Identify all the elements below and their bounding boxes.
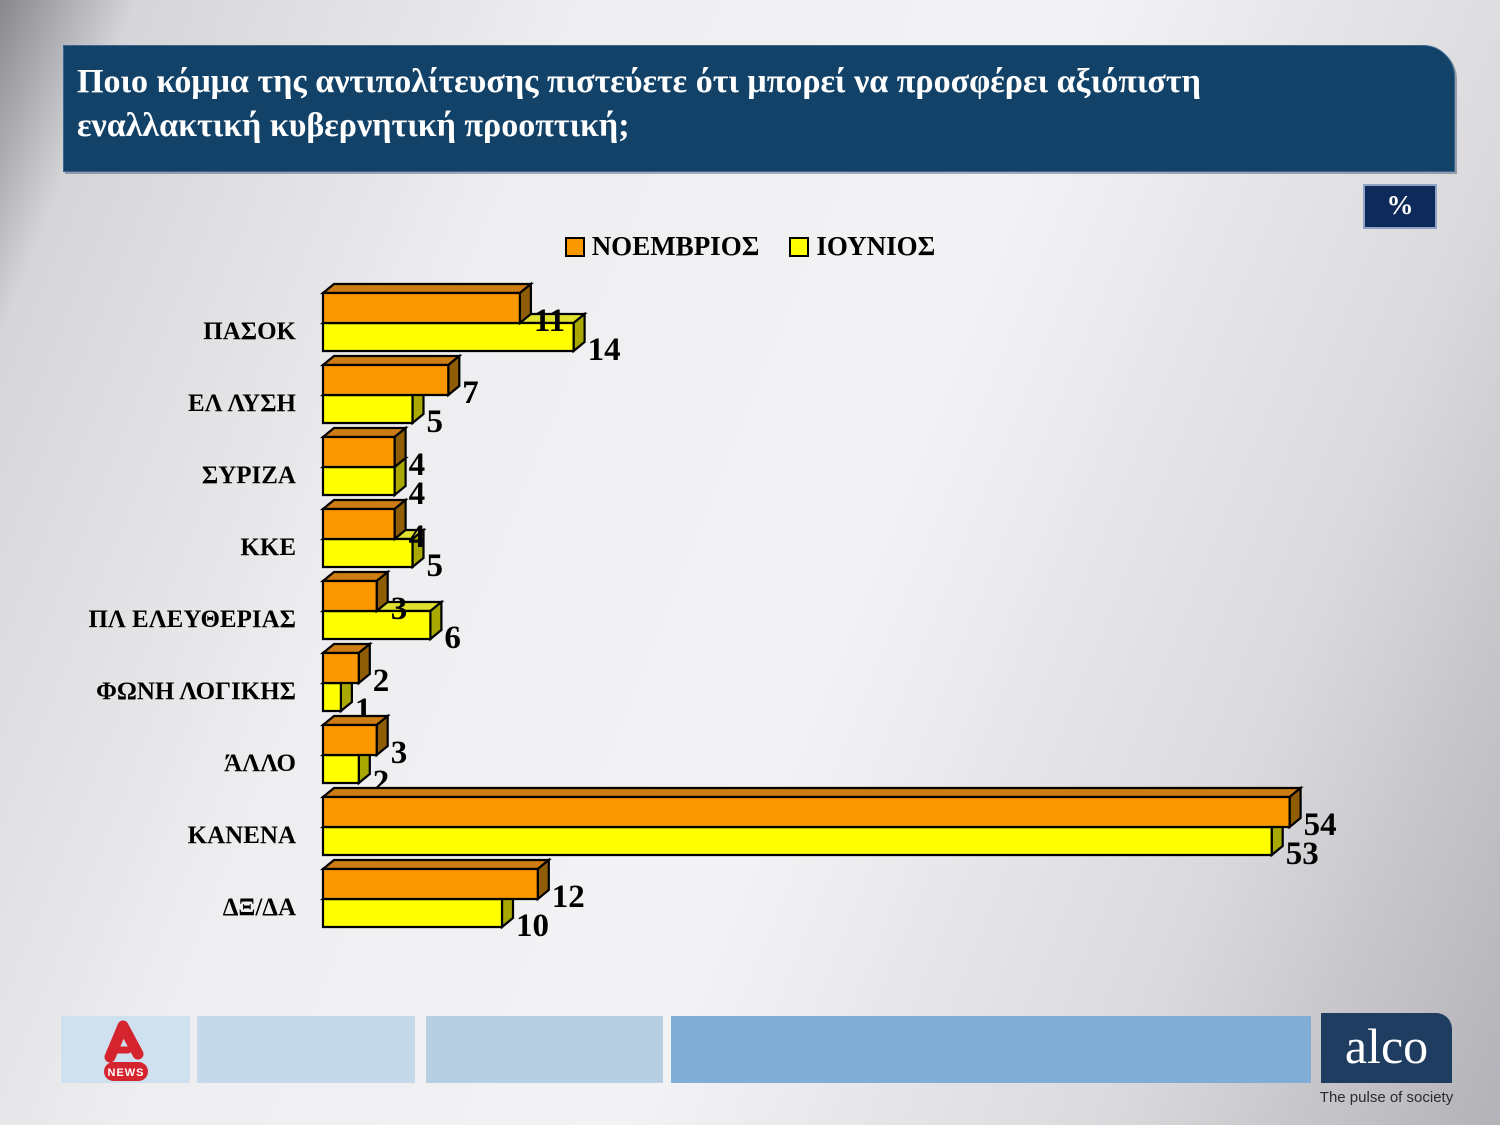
value-label-june: 5 xyxy=(427,404,444,440)
bar-june-5 xyxy=(319,671,355,714)
alco-logo-box: alco xyxy=(1321,1013,1452,1083)
question-title: Ποιο κόμμα της αντιπολίτευσης πιστεύετε … xyxy=(77,63,1201,144)
alpha-news-logo-icon: NEWS xyxy=(103,1020,148,1081)
footer-segment-2 xyxy=(197,1016,415,1083)
footer-segment-3 xyxy=(426,1016,663,1083)
legend-swatch-june-icon xyxy=(789,236,810,257)
bar-november-8 xyxy=(319,857,552,902)
value-label-november: 3 xyxy=(391,735,408,771)
category-label: ΆΛΛΟ xyxy=(224,750,296,777)
value-label-november: 4 xyxy=(409,447,426,483)
value-label-june: 1 xyxy=(355,692,372,728)
footer-segment-alpha: NEWS xyxy=(61,1016,190,1083)
value-label-november: 7 xyxy=(462,375,479,411)
legend-label-november: ΝΟΕΜΒΡΙΟΣ xyxy=(591,231,760,261)
bar-june-3 xyxy=(319,527,427,570)
category-label: ΠΑΣΟΚ xyxy=(203,318,296,345)
value-label-november: 3 xyxy=(391,591,408,627)
bar-june-4 xyxy=(319,599,445,642)
value-label-june: 2 xyxy=(373,764,390,800)
value-label-june: 14 xyxy=(588,332,621,368)
value-label-june: 6 xyxy=(444,620,461,656)
bar-november-5 xyxy=(319,641,373,686)
value-label-june: 10 xyxy=(516,908,549,944)
legend-swatch-november-icon xyxy=(564,236,585,257)
bar-june-0 xyxy=(319,311,588,354)
bar-june-8 xyxy=(319,887,517,930)
value-label-june: 5 xyxy=(427,548,444,584)
bar-june-2 xyxy=(319,455,409,498)
category-label: ΣΥΡΙΖΑ xyxy=(202,462,296,489)
bar-november-0 xyxy=(319,281,534,326)
value-label-november: 54 xyxy=(1304,807,1337,843)
bar-november-2 xyxy=(319,425,409,470)
value-label-november: 4 xyxy=(409,519,426,555)
footer-segment-4 xyxy=(671,1016,1311,1083)
alpha-news-label: NEWS xyxy=(107,1067,144,1079)
legend-label-june: ΙΟΥΝΙΟΣ xyxy=(816,231,936,261)
category-label: ΠΛ ΕΛΕΥΘΕΡΙΑΣ xyxy=(88,606,296,633)
category-label: ΦΩΝΗ ΛΟΓΙΚΗΣ xyxy=(96,678,296,705)
chart-legend: ΝΟΕΜΒΡΙΟΣ ΙΟΥΝΙΟΣ xyxy=(0,231,1500,262)
question-title-box: Ποιο κόμμα της αντιπολίτευσης πιστεύετε … xyxy=(63,45,1455,172)
bar-november-7 xyxy=(319,785,1304,830)
bar-november-4 xyxy=(319,569,391,614)
value-label-november: 2 xyxy=(373,663,390,699)
legend-item-november: ΝΟΕΜΒΡΙΟΣ xyxy=(564,231,760,262)
value-label-june: 4 xyxy=(409,476,426,512)
bar-june-6 xyxy=(319,743,373,786)
value-label-june: 53 xyxy=(1286,836,1319,872)
category-label: ΚΑΝΕΝΑ xyxy=(188,822,296,849)
bar-june-1 xyxy=(319,383,427,426)
category-label: ΚΚΕ xyxy=(240,534,296,561)
legend-item-june: ΙΟΥΝΙΟΣ xyxy=(789,231,935,262)
bar-june-7 xyxy=(319,815,1286,858)
percent-unit-badge: % xyxy=(1363,184,1437,229)
bar-november-6 xyxy=(319,713,391,758)
value-label-november: 11 xyxy=(534,303,565,339)
bar-november-1 xyxy=(319,353,463,398)
category-label: ΕΛ ΛΥΣΗ xyxy=(188,390,297,417)
value-label-november: 12 xyxy=(552,879,585,915)
alco-tagline: The pulse of society xyxy=(1319,1089,1454,1106)
alco-logo-text: alco xyxy=(1344,1018,1429,1074)
bar-november-3 xyxy=(319,497,409,542)
category-label: ΔΞ/ΔΑ xyxy=(223,894,296,921)
